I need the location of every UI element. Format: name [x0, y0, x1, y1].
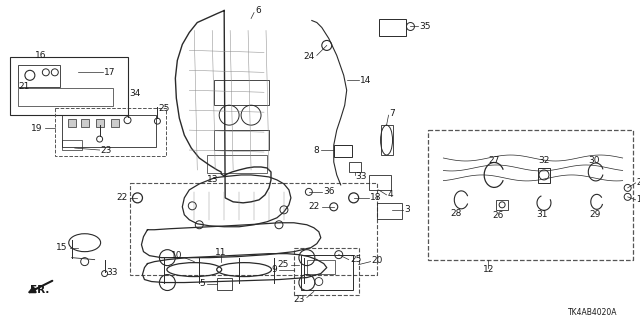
Text: 20: 20 [372, 256, 383, 265]
Text: 11: 11 [216, 248, 227, 257]
Bar [95, 119, 104, 127]
Bar [381, 125, 392, 155]
Text: 26: 26 [492, 211, 504, 220]
Text: 16: 16 [35, 51, 46, 60]
Text: 31: 31 [536, 210, 548, 219]
Bar [214, 130, 269, 150]
Bar [379, 19, 406, 36]
Text: 36: 36 [323, 188, 334, 196]
Text: 35: 35 [419, 22, 431, 31]
Bar [207, 155, 267, 173]
Bar [111, 119, 118, 127]
Text: 8: 8 [313, 146, 319, 155]
Bar [129, 183, 376, 275]
Text: 19: 19 [31, 124, 43, 132]
Text: 7: 7 [390, 109, 396, 118]
Bar [217, 277, 232, 290]
Text: 30: 30 [588, 156, 600, 164]
Text: 34: 34 [129, 89, 141, 98]
Text: 12: 12 [483, 265, 494, 274]
Text: 17: 17 [104, 68, 115, 77]
Bar [428, 130, 632, 260]
Bar [214, 80, 269, 105]
Bar [68, 119, 76, 127]
Bar [55, 108, 166, 156]
Bar [294, 248, 358, 295]
Text: 2: 2 [637, 179, 640, 188]
Text: 29: 29 [589, 210, 600, 219]
Text: 10: 10 [171, 251, 182, 260]
Text: 22: 22 [116, 193, 127, 202]
Bar [376, 203, 401, 219]
Bar [18, 88, 113, 106]
Text: 28: 28 [451, 209, 462, 218]
Text: 23: 23 [100, 146, 112, 155]
Text: TK4AB4020A: TK4AB4020A [568, 308, 618, 317]
Text: 25: 25 [278, 260, 289, 269]
Text: 25: 25 [159, 104, 170, 113]
Text: 25: 25 [351, 255, 362, 264]
Text: 33: 33 [356, 172, 367, 181]
Text: FR.: FR. [30, 284, 49, 294]
Text: 15: 15 [56, 243, 68, 252]
Bar [301, 255, 353, 290]
Text: 27: 27 [488, 156, 500, 164]
Text: 18: 18 [370, 193, 381, 202]
Text: 22: 22 [308, 202, 320, 211]
Bar [62, 115, 156, 147]
Text: 6: 6 [255, 6, 260, 15]
Bar [307, 260, 335, 274]
Text: 14: 14 [360, 76, 371, 85]
Bar [349, 162, 361, 172]
Text: 21: 21 [18, 82, 29, 91]
Text: 5: 5 [200, 279, 205, 288]
Bar [369, 175, 390, 190]
Text: 9: 9 [271, 265, 277, 274]
Bar [62, 140, 82, 150]
Bar [333, 145, 352, 157]
Text: 32: 32 [538, 156, 550, 164]
Text: 23: 23 [294, 295, 305, 304]
Bar [538, 168, 550, 183]
Text: 13: 13 [207, 175, 219, 184]
Text: 1: 1 [637, 195, 640, 204]
Bar [18, 65, 60, 87]
Bar [10, 57, 127, 115]
Text: 24: 24 [303, 52, 315, 61]
Text: 33: 33 [107, 268, 118, 277]
Text: 4: 4 [388, 190, 393, 199]
Bar [81, 119, 89, 127]
Bar [496, 200, 508, 210]
Text: 3: 3 [404, 205, 410, 214]
